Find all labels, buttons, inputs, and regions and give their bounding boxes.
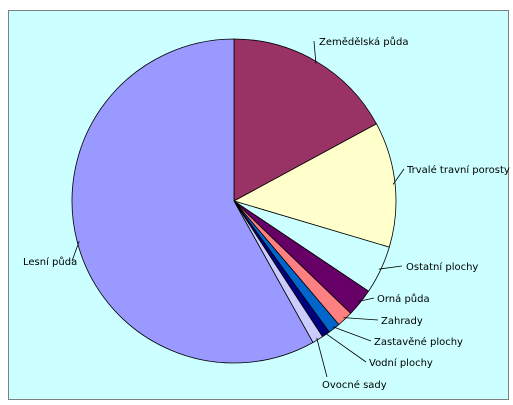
slice-label-zastavene-plochy: Zastavěné plochy	[374, 336, 463, 348]
leader-line-vodni-plochy	[324, 332, 367, 363]
slice-label-lesni-puda: Lesní půda	[23, 256, 77, 268]
leader-line-zemedelska-puda	[313, 40, 317, 64]
leader-line-zahrady	[343, 317, 379, 321]
leader-line-trvale-travni-porosty	[392, 168, 405, 185]
leader-line-lesni-puda	[71, 241, 80, 262]
pie-chart: Zemědělská půda Trvalé travní porosty Osta…	[23, 36, 510, 391]
chart-area: Zemědělská půda Trvalé travní porosty Osta…	[8, 10, 510, 400]
leader-line-ostatni-plochy	[378, 265, 403, 270]
slice-label-orna-puda: Orná půda	[377, 293, 430, 305]
pie-slice-zemedelska-puda	[233, 38, 377, 202]
slice-label-zemedelska-puda: Zemědělská půda	[319, 36, 408, 48]
leader-line-ovocne-sady	[316, 337, 328, 378]
slice-label-ostatni-plochy: Ostatní plochy	[406, 261, 478, 273]
leader-line-zastavene-plochy	[332, 326, 372, 342]
slice-label-vodni-plochy: Vodní plochy	[369, 357, 433, 369]
slice-label-ovocne-sady: Ovocné sady	[322, 379, 387, 391]
slice-label-trvale-travni-porosty: Trvalé travní porosty	[406, 164, 510, 176]
pie-slice-trvale-travni-porosty	[232, 123, 397, 248]
slice-label-zahrady: Zahrady	[381, 316, 423, 327]
leader-line-orna-puda	[358, 297, 375, 302]
pie-slice-lesni-puda	[71, 38, 314, 364]
